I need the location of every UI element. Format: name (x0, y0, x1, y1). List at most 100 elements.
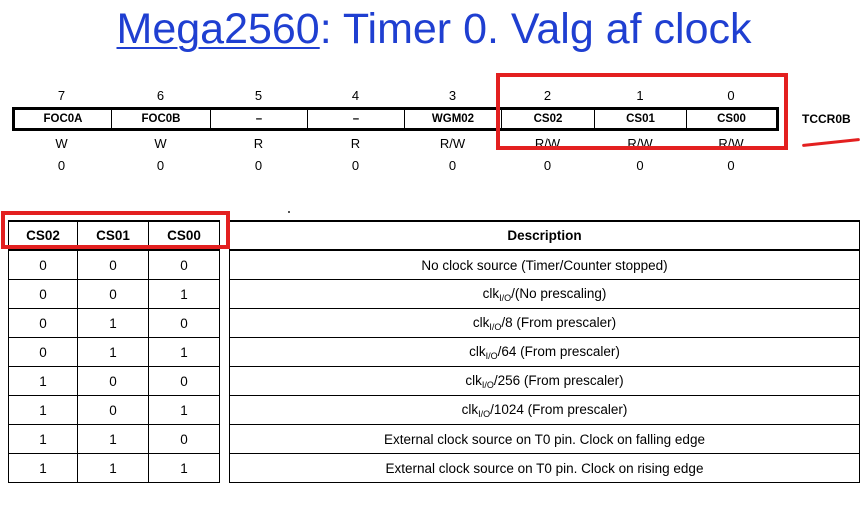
desc-clk: clk (461, 401, 479, 417)
clock-select-table: CS02 CS01 CS00 Description 0 0 0 No clock s… (8, 220, 860, 483)
bit-initial-4: 0 (448, 158, 457, 173)
table-row: 0 1 1 clkI/O/64 (From prescaler) (8, 337, 860, 367)
row-cs00: 0 (148, 308, 220, 338)
bit-access-1: W (154, 136, 167, 151)
table-gap (219, 395, 230, 425)
bit-number-row: 7 6 5 4 3 2 1 0 (12, 86, 776, 106)
bit-access-4: R/W (439, 136, 466, 151)
row-cs01: 0 (77, 395, 149, 425)
row-cs02: 1 (8, 424, 78, 454)
table-gap (219, 424, 230, 454)
row-description: clkI/O/8 (From prescaler) (229, 308, 860, 338)
cs-header-highlight (1, 211, 230, 249)
bit-number-2: 5 (254, 88, 263, 103)
row-description: No clock source (Timer/Counter stopped) (229, 249, 860, 280)
row-description: External clock source on T0 pin. Clock o… (229, 424, 860, 454)
bit-cell-6: CS01 (594, 110, 686, 128)
register-bits: FOC0A FOC0B – – WGM02 CS02 CS01 CS00 (12, 107, 779, 131)
row-cs01: 1 (77, 337, 149, 367)
bit-initial-6: 0 (636, 158, 644, 173)
row-description: clkI/O/(No prescaling) (229, 279, 860, 309)
table-row: 1 0 1 clkI/O/1024 (From prescaler) (8, 395, 860, 425)
row-cs02: 0 (8, 279, 78, 309)
bit-number-4: 3 (448, 88, 457, 103)
table-header-row: CS02 CS01 CS00 Description (8, 220, 860, 251)
bit-initial-3: 0 (351, 158, 360, 173)
desc-clk: clk (472, 314, 490, 330)
stray-dot (288, 211, 290, 213)
title-text: : Timer 0. Valg af clock (319, 5, 752, 53)
table-gap (219, 453, 230, 483)
table-gap (219, 366, 230, 396)
bit-initial-1: 0 (156, 158, 165, 173)
row-cs00: 1 (148, 395, 220, 425)
bit-access-3: R (350, 136, 361, 151)
desc-rest: /256 (From prescaler) (493, 372, 624, 388)
desc-rest: /64 (From prescaler) (497, 343, 620, 359)
bit-cell-5: CS02 (501, 110, 594, 128)
row-cs02: 1 (8, 453, 78, 483)
row-description: clkI/O/256 (From prescaler) (229, 366, 860, 396)
table-row: 1 1 1 External clock source on T0 pin. Cloc… (8, 453, 860, 483)
row-cs01: 0 (77, 249, 149, 280)
bit-number-5: 2 (543, 88, 552, 103)
row-cs00: 1 (148, 453, 220, 483)
bit-number-6: 1 (636, 88, 644, 103)
desc-rest: /8 (From prescaler) (501, 314, 617, 330)
bit-cell-7: CS00 (686, 110, 776, 128)
header-description: Description (229, 220, 860, 251)
mega2560-link[interactable]: Mega2560 (116, 5, 320, 53)
row-cs00: 0 (148, 249, 220, 280)
desc-sub: I/O (481, 379, 494, 390)
row-cs00: 0 (148, 366, 220, 396)
table-gap (219, 279, 230, 309)
table-gap (219, 308, 230, 338)
desc-sub: I/O (485, 350, 498, 361)
table-row: 1 0 0 clkI/O/256 (From prescaler) (8, 366, 860, 396)
cs-bits-highlight (496, 73, 788, 150)
bit-initial-5: 0 (543, 158, 552, 173)
bit-initial-2: 0 (254, 158, 263, 173)
desc-rest: /1024 (From prescaler) (490, 401, 628, 417)
bit-access-0: W (55, 136, 68, 151)
bit-cell-4: WGM02 (404, 110, 501, 128)
bit-number-3: 4 (351, 88, 360, 103)
table-row: 1 1 0 External clock source on T0 pin. Cloc… (8, 424, 860, 454)
row-cs00: 1 (148, 337, 220, 367)
initial-value-row: 0 0 0 0 0 0 0 0 (12, 156, 776, 176)
row-cs01: 1 (77, 453, 149, 483)
row-cs00: 1 (148, 279, 220, 309)
bit-access-2: R (253, 136, 264, 151)
row-description: clkI/O/1024 (From prescaler) (229, 395, 860, 425)
row-description: External clock source on T0 pin. Clock o… (229, 453, 860, 483)
table-row: 0 1 0 clkI/O/8 (From prescaler) (8, 308, 860, 338)
bit-number-0: 7 (57, 88, 66, 103)
row-cs02: 1 (8, 366, 78, 396)
row-cs01: 0 (77, 366, 149, 396)
bit-cell-0: FOC0A (43, 113, 83, 125)
register-name-underline (802, 137, 860, 148)
desc-sub: I/O (489, 321, 502, 332)
bit-cell-2: – (210, 110, 307, 128)
row-cs01: 0 (77, 279, 149, 309)
bit-initial-7: 0 (727, 158, 735, 173)
desc-rest: /(No prescaling) (511, 285, 607, 301)
bit-cell-1: FOC0B (111, 110, 210, 128)
register-name: TCCR0B (802, 112, 851, 126)
desc-sub: I/O (478, 408, 491, 419)
table-row: 0 0 1 clkI/O/(No prescaling) (8, 279, 860, 309)
desc-clk: clk (469, 343, 486, 359)
table-gap (219, 337, 230, 367)
slide-title: Mega2560: Timer 0. Valg af clock (0, 2, 868, 56)
bit-initial-0: 0 (57, 158, 66, 173)
table-row: 0 0 0 No clock source (Timer/Counter stoppe… (8, 249, 860, 280)
row-cs02: 0 (8, 249, 78, 280)
row-cs02: 0 (8, 308, 78, 338)
table-gap (219, 250, 230, 280)
desc-clk: clk (465, 372, 482, 388)
row-cs02: 0 (8, 337, 78, 367)
row-cs01: 1 (77, 308, 149, 338)
row-description: clkI/O/64 (From prescaler) (229, 337, 860, 367)
row-cs02: 1 (8, 395, 78, 425)
bit-number-7: 0 (727, 88, 735, 103)
